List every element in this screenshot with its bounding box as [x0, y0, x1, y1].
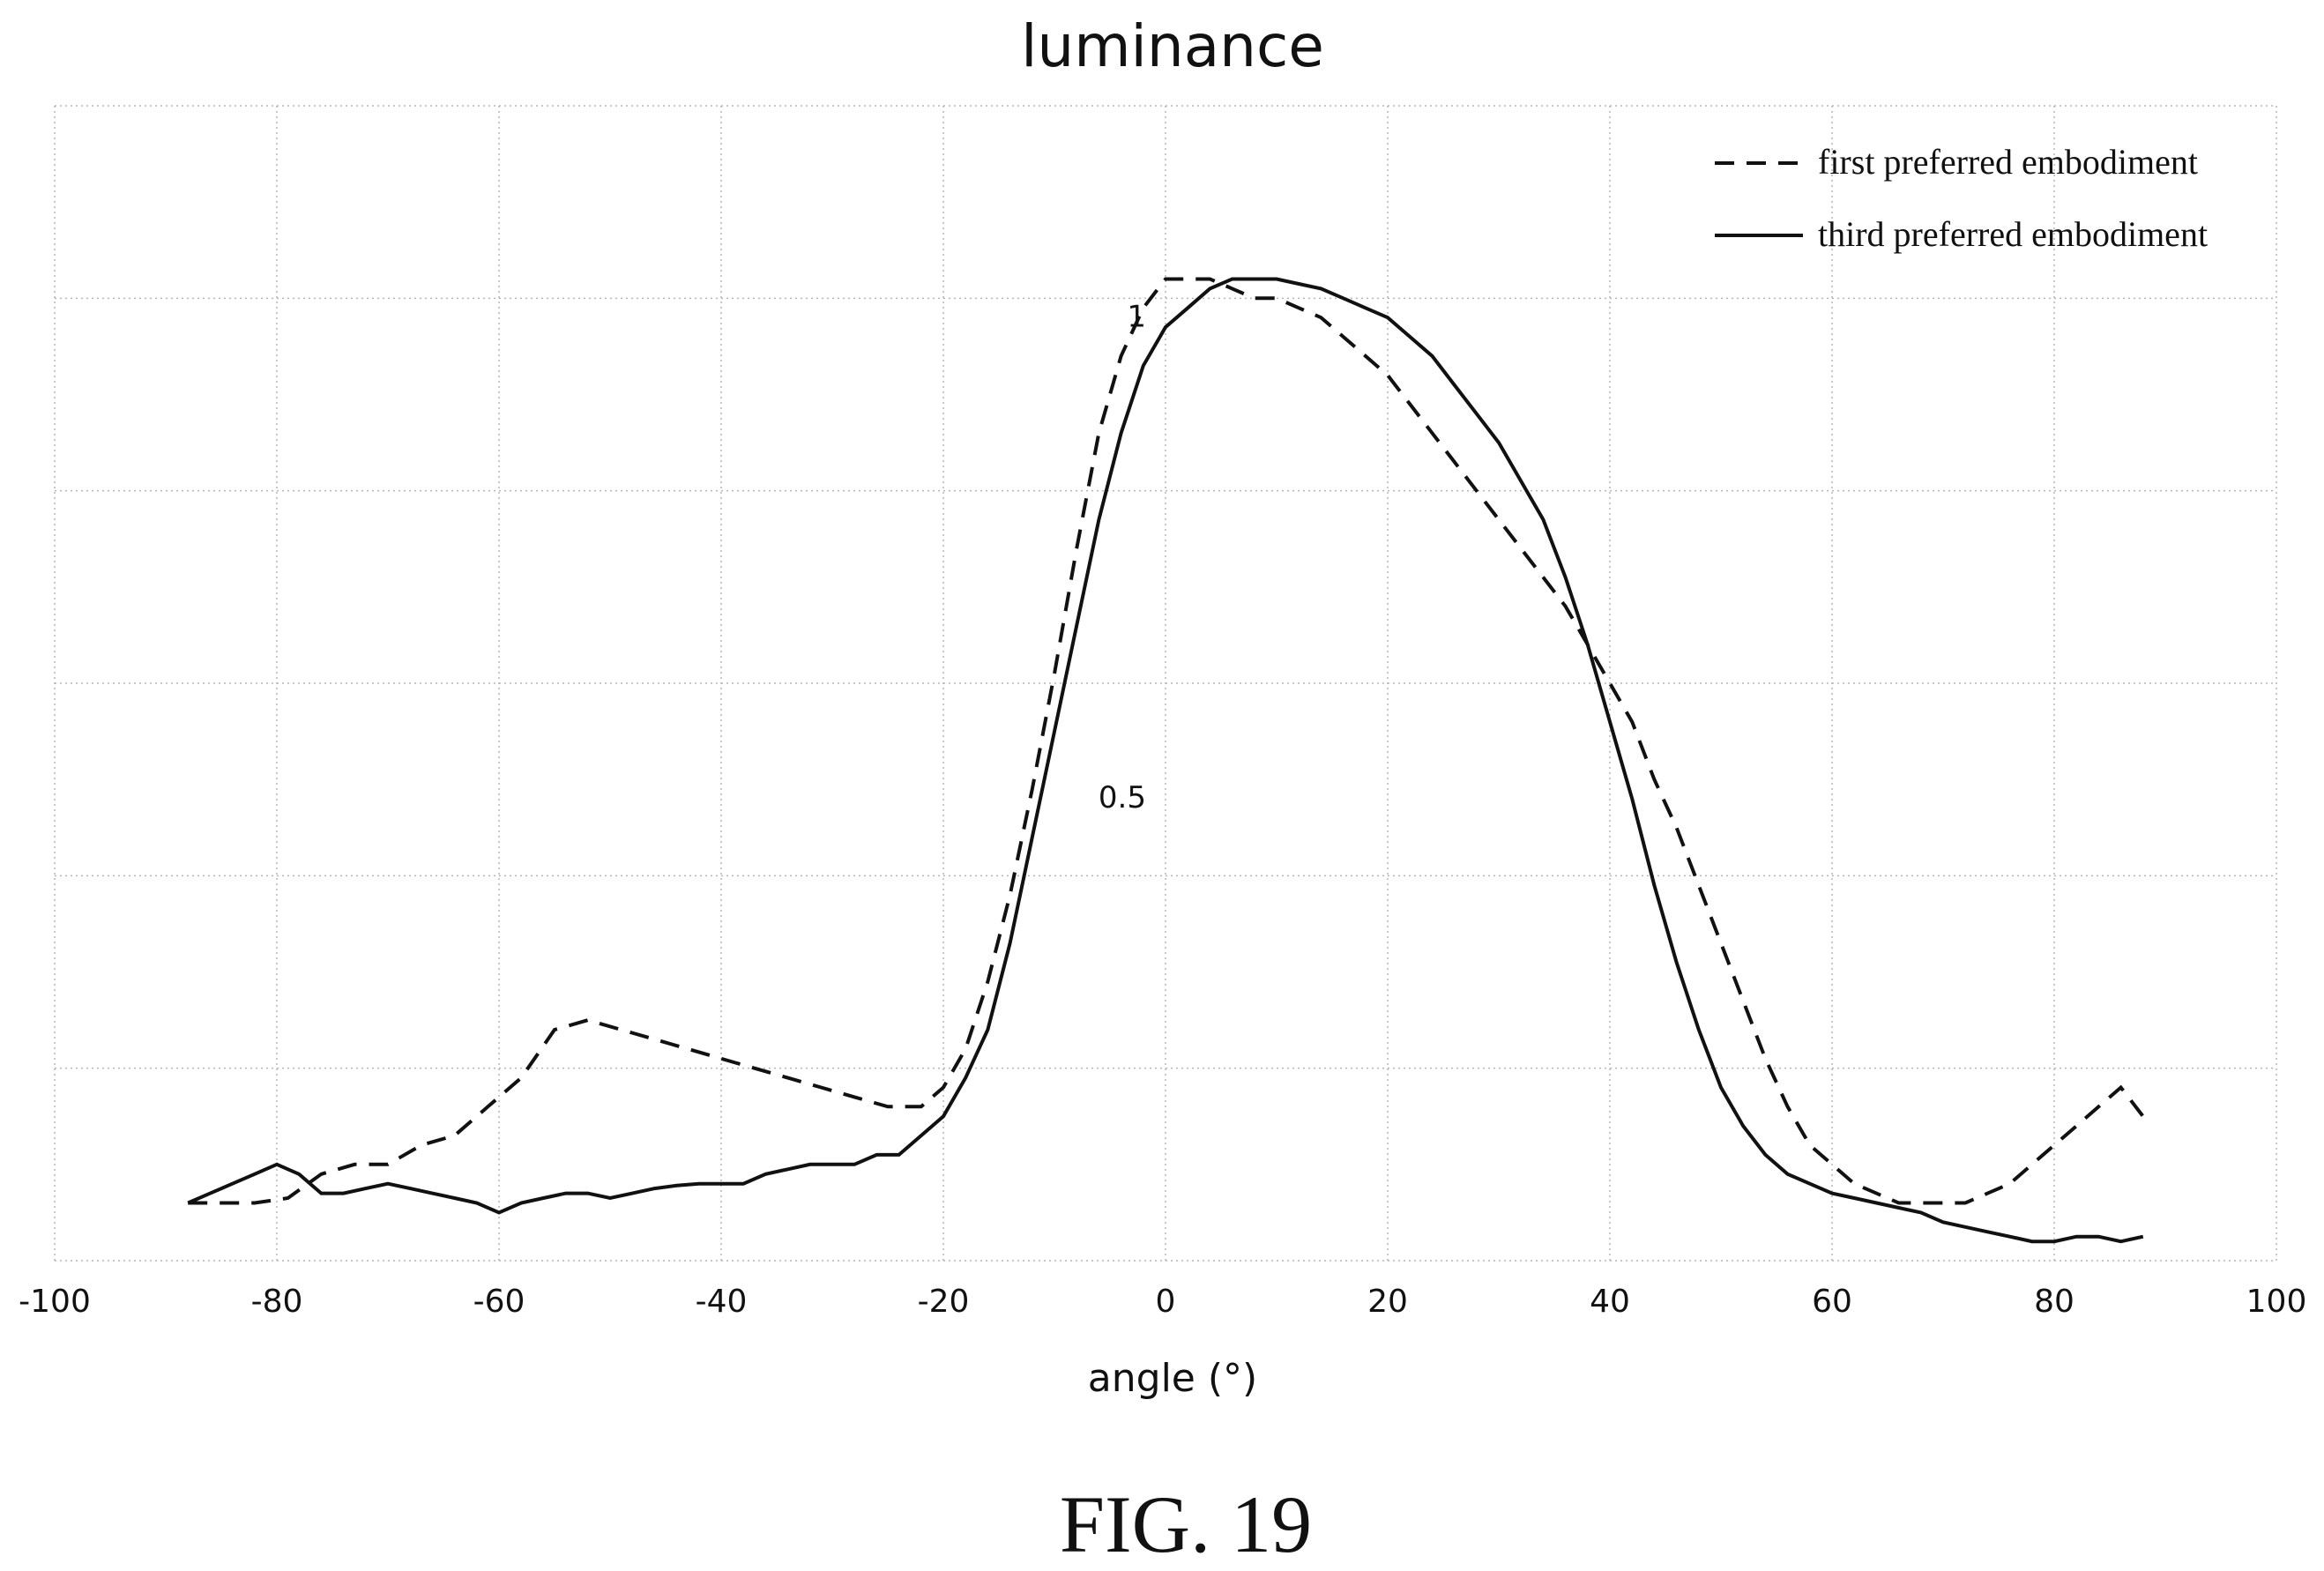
y-tick-labels: 10.5 — [1099, 299, 1146, 815]
series-lines — [187, 277, 2145, 1244]
x-tick-labels: -100 -80 -60 -40 -20 0 20 40 60 80 100 — [19, 1284, 2306, 1320]
legend-label-first-preferred-embodiment: first preferred embodiment — [1818, 142, 2198, 182]
y-tick-label: 1 — [1127, 299, 1146, 334]
x-tick-label: -40 — [696, 1284, 748, 1320]
figure-caption: FIG. 19 — [1060, 1479, 1312, 1569]
x-tick-label: 80 — [2034, 1284, 2074, 1320]
legend-label-third-preferred-embodiment: third preferred embodiment — [1818, 214, 2208, 254]
chart-title: luminance — [1021, 12, 1324, 80]
series-line-first-preferred-embodiment — [188, 277, 2145, 1205]
x-tick-label: -20 — [918, 1284, 970, 1320]
x-tick-label: 20 — [1367, 1284, 1408, 1320]
x-tick-label: -80 — [251, 1284, 303, 1320]
x-tick-label: 40 — [1590, 1284, 1630, 1320]
x-tick-label: 100 — [2246, 1284, 2307, 1320]
x-tick-label: 60 — [1812, 1284, 1852, 1320]
grid-lines — [54, 105, 2277, 1262]
legend: first preferred embodiment third preferr… — [1715, 142, 2208, 254]
x-tick-label: 0 — [1156, 1284, 1176, 1320]
series-line-third-preferred-embodiment — [187, 277, 2144, 1244]
y-tick-label: 0.5 — [1099, 780, 1146, 815]
x-tick-label: -100 — [19, 1284, 91, 1320]
x-tick-label: -60 — [473, 1284, 525, 1320]
x-axis-label: angle (°) — [1088, 1356, 1257, 1401]
